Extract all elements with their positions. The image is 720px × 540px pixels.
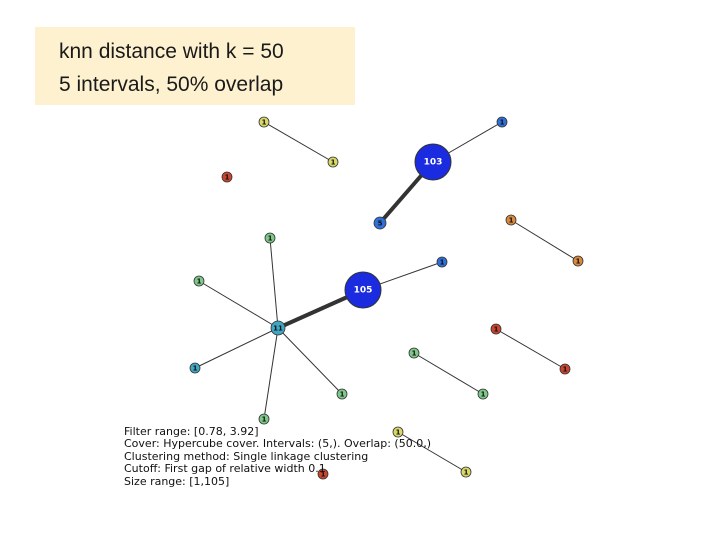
- node-label: 1: [262, 416, 267, 424]
- node-label: 1: [464, 469, 469, 477]
- node-circle: [559, 363, 571, 375]
- graph-node: 103: [414, 143, 452, 181]
- node-label: 1: [225, 174, 230, 182]
- graph-node: 1: [460, 466, 472, 478]
- node-label: 105: [354, 286, 373, 296]
- node-circle: [460, 466, 472, 478]
- title-box: knn distance with k = 50 5 intervals, 50…: [35, 27, 355, 105]
- node-circle: [392, 426, 404, 438]
- graph-node: 1: [221, 171, 233, 183]
- graph-edge: [277, 327, 343, 395]
- graph-node: 1: [258, 116, 270, 128]
- node-circle: [408, 347, 420, 359]
- node-label: 1: [440, 259, 445, 267]
- node-circle: [258, 413, 270, 425]
- title-line-2: 5 intervals, 50% overlap: [59, 73, 284, 96]
- graph-edge: [397, 431, 467, 473]
- node-label: 1: [509, 217, 514, 225]
- node-label: 1: [412, 350, 417, 358]
- node-label: 103: [424, 158, 443, 168]
- graph-node: 1: [436, 256, 448, 268]
- graph-node: 1: [264, 232, 276, 244]
- graph-edge: [263, 121, 334, 163]
- graph-node: 1: [392, 426, 404, 438]
- node-label: 1: [268, 235, 273, 243]
- graph-node: 1: [336, 388, 348, 400]
- node-circle: [189, 362, 201, 374]
- graph-node: 1: [496, 116, 508, 128]
- node-circle: [193, 275, 205, 287]
- graph-node: 1: [572, 255, 584, 267]
- graph-node: 1: [505, 214, 517, 226]
- node-label: 1: [340, 391, 345, 399]
- graph-node: 1: [408, 347, 420, 359]
- graph-edge: [194, 327, 279, 369]
- node-label: 1: [481, 391, 486, 399]
- graph-edge: [413, 352, 484, 395]
- graph-node: 1: [559, 363, 571, 375]
- node-circle: [258, 116, 270, 128]
- node-label: 1: [193, 365, 198, 373]
- graph-edge: [263, 327, 279, 420]
- node-circle: [505, 214, 517, 226]
- node-label: 1: [494, 326, 499, 334]
- node-circle: [317, 468, 329, 480]
- graph-edge: [198, 280, 279, 329]
- title-line-1: knn distance with k = 50: [59, 40, 284, 63]
- graph-edge: [510, 219, 579, 262]
- node-circle: [373, 216, 387, 230]
- graph-node: 11: [270, 320, 286, 336]
- node-circle: [221, 171, 233, 183]
- graph-node: 1: [193, 275, 205, 287]
- node-label: 5: [378, 220, 383, 228]
- clustering-method-text: Clustering method: Single linkage cluste…: [124, 449, 369, 463]
- graph-node: 1: [327, 156, 339, 168]
- graph-edges: [194, 121, 579, 473]
- node-circle: [264, 232, 276, 244]
- node-label: 1: [563, 366, 568, 374]
- node-circle: [477, 388, 489, 400]
- node-circle: [336, 388, 348, 400]
- node-circle: [490, 323, 502, 335]
- node-circle: [496, 116, 508, 128]
- graph-node: 1: [490, 323, 502, 335]
- node-label: 1: [197, 278, 202, 286]
- node-label: 11: [273, 325, 283, 333]
- graph-node: 1: [189, 362, 201, 374]
- node-circle: [414, 143, 452, 181]
- node-label: 1: [321, 471, 326, 479]
- node-label: 1: [396, 429, 401, 437]
- graph-node: 1: [477, 388, 489, 400]
- node-circle: [344, 271, 382, 309]
- cutoff-text: Cutoff: First gap of relative width 0.1: [124, 462, 326, 476]
- node-label: 1: [500, 119, 505, 127]
- graph-info-panel: Filter range: [0.78, 3.92] Cover: Hyperc…: [124, 425, 432, 488]
- node-circle: [270, 320, 286, 336]
- graph-edge: [269, 237, 279, 329]
- graph-node: 1: [258, 413, 270, 425]
- cover-text: Cover: Hypercube cover. Intervals: (5,).…: [124, 437, 432, 451]
- node-circle: [327, 156, 339, 168]
- node-circle: [436, 256, 448, 268]
- size-range-text: Size range: [1,105]: [124, 474, 230, 488]
- graph-node: 1: [317, 468, 329, 480]
- graph-edge: [495, 328, 566, 370]
- node-label: 1: [576, 258, 581, 266]
- node-label: 1: [331, 159, 336, 167]
- graph-node: 5: [373, 216, 387, 230]
- filter-range-text: Filter range: [0.78, 3.92]: [124, 425, 259, 438]
- node-label: 1: [262, 119, 267, 127]
- graph-node: 105: [344, 271, 382, 309]
- node-circle: [572, 255, 584, 267]
